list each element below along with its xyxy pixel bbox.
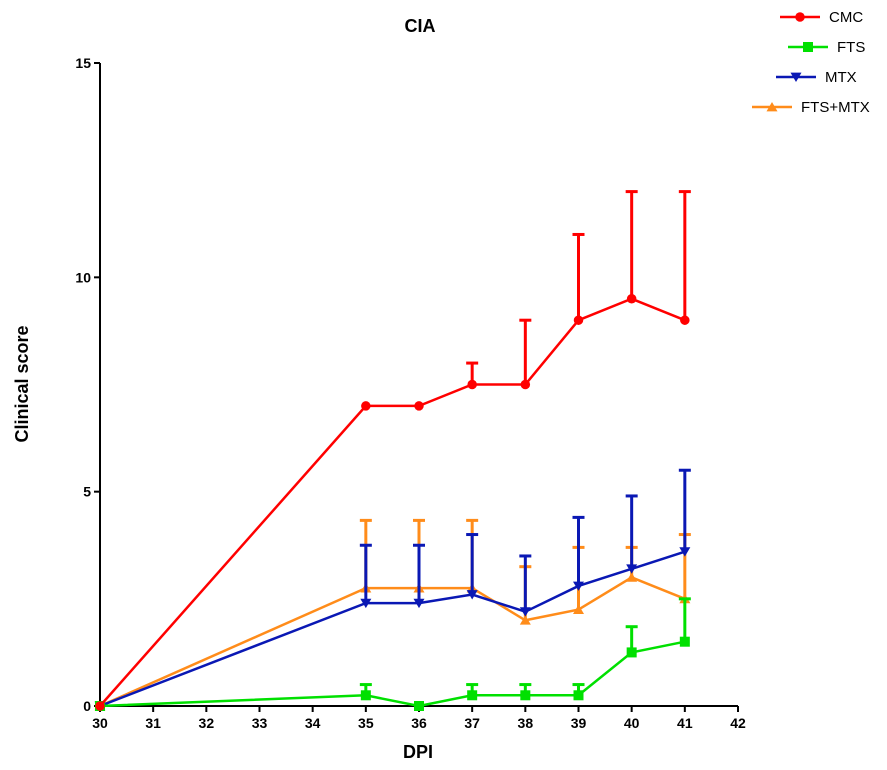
x-tick-label: 37: [464, 715, 480, 731]
legend-item-mtx: MTX: [776, 69, 857, 86]
data-point-fts-mtx: [573, 604, 584, 614]
chart-title: CIA: [405, 16, 436, 36]
legend-marker-mtx: [790, 72, 802, 82]
legend-item-cmc: CMC: [780, 9, 863, 26]
series-fts-mtx: [94, 518, 691, 711]
y-tick-label: 10: [75, 269, 91, 285]
legend-item-fts-mtx: FTS+MTX: [752, 99, 870, 116]
series-line-cmc: [99, 297, 686, 707]
x-tick-label: 42: [730, 715, 746, 731]
data-point-fts: [573, 690, 584, 701]
data-point-cmc: [414, 401, 424, 411]
legend: CMC FTS MTX FTS+MTX: [752, 9, 870, 116]
axes: 30 31 32 33 34 35 36 37 38 39 40 41 42 0 5 10 15: [75, 55, 746, 731]
y-tick-label: 15: [75, 55, 91, 71]
legend-marker-cmc: [795, 12, 805, 22]
data-point-cmc: [95, 701, 105, 711]
x-tick-label: 40: [624, 715, 640, 731]
legend-label-fts: FTS: [837, 39, 865, 56]
x-tick-label: 41: [677, 715, 693, 731]
series-line-fts: [99, 640, 686, 708]
data-point-fts-mtx: [626, 572, 638, 582]
data-point-fts: [520, 690, 531, 701]
x-tick-label: 39: [571, 715, 587, 731]
data-point-mtx: [626, 564, 638, 574]
data-point-mtx: [519, 607, 531, 617]
x-tick-label: 31: [145, 715, 161, 731]
legend-label-mtx: MTX: [825, 69, 857, 86]
data-point-fts: [679, 636, 690, 647]
data-point-mtx: [466, 590, 478, 600]
y-tick-label: 0: [83, 698, 91, 714]
data-point-cmc: [361, 401, 371, 411]
x-tick-label: 36: [411, 715, 427, 731]
x-axis-label: DPI: [403, 742, 433, 762]
series-mtx: [94, 468, 691, 711]
data-point-fts: [467, 690, 478, 701]
data-point-mtx: [413, 598, 425, 609]
data-point-mtx: [360, 598, 372, 609]
series-layer: [94, 190, 691, 711]
data-point-fts: [414, 701, 424, 711]
data-point-cmc: [573, 315, 584, 325]
data-point-cmc: [520, 379, 531, 390]
data-point-fts: [360, 690, 371, 701]
legend-label-fts-mtx: FTS+MTX: [801, 99, 870, 116]
legend-marker-fts-mtx: [766, 102, 778, 112]
data-point-cmc: [467, 379, 477, 390]
data-point-cmc: [626, 294, 637, 304]
series-cmc: [95, 190, 691, 711]
legend-label-cmc: CMC: [829, 9, 863, 26]
data-point-fts-mtx: [519, 615, 531, 625]
x-tick-label: 30: [92, 715, 108, 731]
data-point-fts: [626, 647, 637, 658]
x-tick-label: 38: [518, 715, 534, 731]
data-point-cmc: [680, 315, 690, 325]
series-line-fts-mtx: [99, 576, 686, 708]
data-point-mtx: [573, 581, 584, 591]
series-line-mtx: [99, 550, 686, 708]
x-tick-label: 33: [252, 715, 268, 731]
x-tick-label: 32: [199, 715, 215, 731]
x-tick-label: 34: [305, 715, 321, 731]
y-tick-label: 5: [83, 484, 91, 500]
legend-item-fts: FTS: [788, 39, 865, 56]
x-tick-label: 35: [358, 715, 374, 731]
y-axis-label: Clinical score: [12, 325, 32, 442]
series-fts: [95, 597, 691, 711]
data-point-mtx: [679, 547, 691, 557]
legend-marker-fts: [803, 42, 813, 52]
